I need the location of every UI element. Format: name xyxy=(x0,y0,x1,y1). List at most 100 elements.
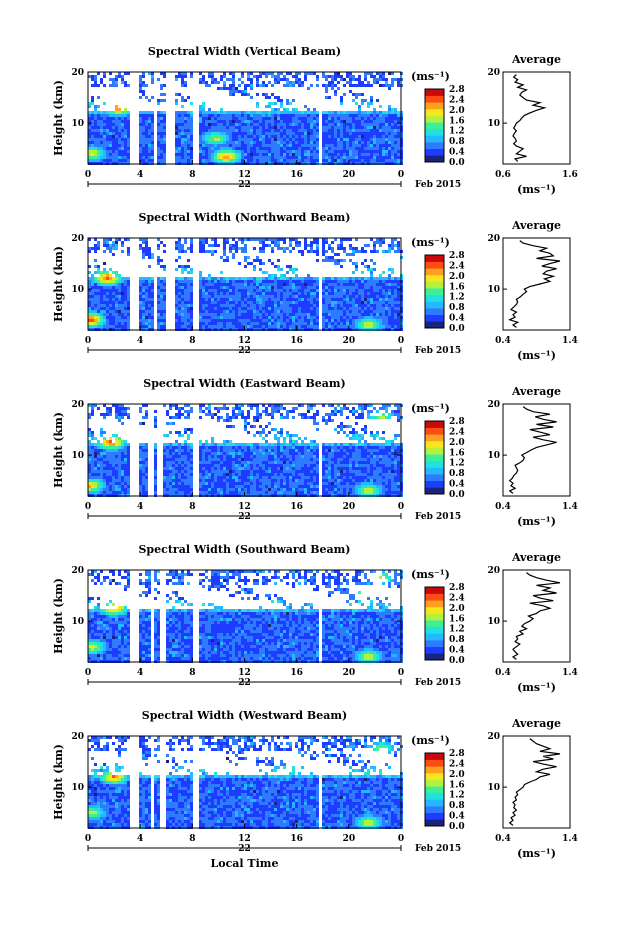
heatmap-cell xyxy=(157,120,160,123)
heatmap-cell xyxy=(286,129,289,132)
heatmap-cell xyxy=(316,310,319,313)
heatmap-cell xyxy=(184,304,187,307)
heatmap-cell xyxy=(112,434,115,437)
heatmap-cell xyxy=(178,114,181,117)
heatmap-cell xyxy=(238,126,241,129)
heatmap-cell xyxy=(172,452,175,455)
heatmap-cell xyxy=(352,93,355,96)
heatmap-cell xyxy=(388,123,391,126)
heatmap-cell xyxy=(376,144,379,147)
heatmap-cell xyxy=(112,123,115,126)
heatmap-cell xyxy=(331,135,334,138)
heatmap-cell xyxy=(127,123,130,126)
heatmap-cell xyxy=(100,117,103,120)
heatmap-cell xyxy=(100,129,103,132)
heatmap-cell xyxy=(211,316,214,319)
heatmap-cell xyxy=(112,449,115,452)
heatmap-cell xyxy=(148,123,151,126)
heatmap-cell xyxy=(277,138,280,141)
heatmap-cell xyxy=(355,150,358,153)
heatmap-cell xyxy=(91,114,94,117)
colorbar-unit: (ms⁻¹) xyxy=(411,236,450,249)
heatmap-cell xyxy=(208,156,211,159)
heatmap-cell xyxy=(103,488,106,491)
heatmap-cell xyxy=(259,144,262,147)
heatmap-cell xyxy=(205,283,208,286)
heatmap-cell xyxy=(220,138,223,141)
heatmap-cell xyxy=(100,485,103,488)
heatmap-cell xyxy=(163,280,166,283)
heatmap-cell xyxy=(292,301,295,304)
heatmap-cell xyxy=(109,292,112,295)
heatmap-cell xyxy=(118,295,121,298)
heatmap-cell xyxy=(385,316,388,319)
heatmap-cell xyxy=(346,301,349,304)
heatmap-cell xyxy=(175,289,178,292)
heatmap-cell xyxy=(103,322,106,325)
heatmap-cell xyxy=(202,322,205,325)
heatmap-cell xyxy=(211,286,214,289)
heatmap-cell xyxy=(385,123,388,126)
heatmap-cell xyxy=(361,147,364,150)
heatmap-cell xyxy=(127,150,130,153)
heatmap-cell xyxy=(229,283,232,286)
heatmap-cell xyxy=(307,301,310,304)
heatmap-cell xyxy=(118,443,121,446)
heatmap-cell xyxy=(97,440,100,443)
heatmap-cell xyxy=(394,319,397,322)
heatmap-cell xyxy=(226,117,229,120)
heatmap-cell xyxy=(352,319,355,322)
heatmap-cell xyxy=(244,250,247,253)
heatmap-cell xyxy=(337,316,340,319)
heatmap-cell xyxy=(124,277,127,280)
heatmap-cell xyxy=(268,81,271,84)
heatmap-cell xyxy=(199,271,202,274)
heatmap-cell xyxy=(163,488,166,491)
heatmap-cell xyxy=(184,120,187,123)
heatmap-cell xyxy=(280,138,283,141)
heatmap-cell xyxy=(286,304,289,307)
heatmap-cell xyxy=(373,292,376,295)
heatmap-cell xyxy=(220,298,223,301)
heatmap-cell xyxy=(271,135,274,138)
heatmap-cell xyxy=(331,78,334,81)
heatmap-cell xyxy=(379,310,382,313)
heatmap-cell xyxy=(385,301,388,304)
heatmap-cell xyxy=(187,491,190,494)
heatmap-cell xyxy=(184,75,187,78)
heatmap-cell xyxy=(268,123,271,126)
heatmap-cell xyxy=(331,87,334,90)
heatmap-cell xyxy=(109,277,112,280)
heatmap-cell xyxy=(154,419,157,422)
heatmap-cell xyxy=(91,99,94,102)
heatmap-cell xyxy=(220,307,223,310)
heatmap-cell xyxy=(157,313,160,316)
heatmap-cell xyxy=(238,132,241,135)
heatmap-cell xyxy=(157,295,160,298)
heatmap-cell xyxy=(106,126,109,129)
heatmap-cell xyxy=(373,144,376,147)
heatmap-cell xyxy=(256,132,259,135)
heatmap-cell xyxy=(142,482,145,485)
heatmap-cell xyxy=(223,81,226,84)
heatmap-cell xyxy=(211,78,214,81)
beam-panel-1: Spectral Width (Northward Beam)Height (k… xyxy=(52,211,578,362)
heatmap-cell xyxy=(214,120,217,123)
heatmap-cell xyxy=(277,147,280,150)
heatmap-cell xyxy=(322,244,325,247)
heatmap-cell xyxy=(103,241,106,244)
heatmap-cell xyxy=(100,144,103,147)
date-day: 22 xyxy=(238,346,251,356)
heatmap-cell xyxy=(289,81,292,84)
heatmap-cell xyxy=(214,310,217,313)
heatmap-cell xyxy=(109,286,112,289)
heatmap-cell xyxy=(172,416,175,419)
heatmap-cell xyxy=(112,244,115,247)
heatmap-cell xyxy=(145,410,148,413)
heatmap-cell xyxy=(166,470,169,473)
heatmap-cell xyxy=(211,244,214,247)
heatmap-cell xyxy=(277,277,280,280)
heatmap-cell xyxy=(382,114,385,117)
heatmap-cell xyxy=(145,159,148,162)
